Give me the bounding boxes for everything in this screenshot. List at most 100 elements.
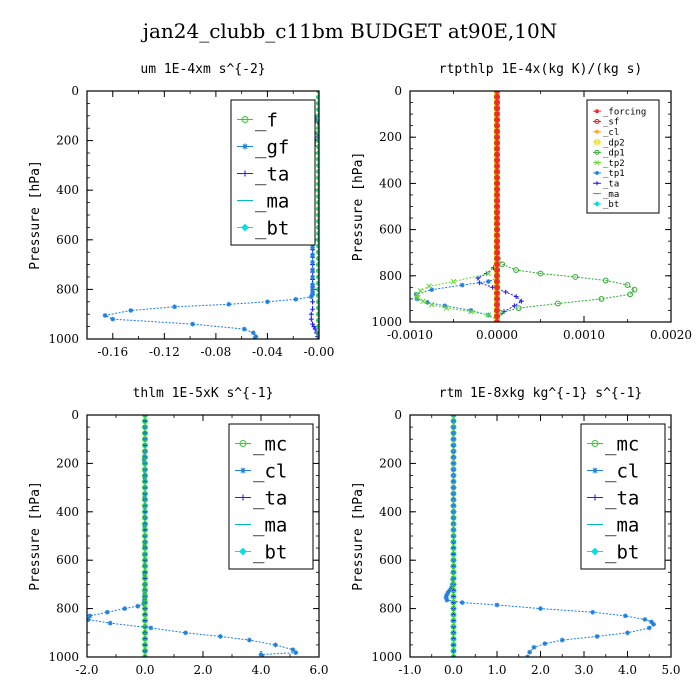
data-point xyxy=(316,106,319,113)
x-tick-label: 0.0020 xyxy=(650,328,692,342)
data-point xyxy=(310,244,315,250)
series-forcing xyxy=(494,91,500,322)
x-tick-label: -1.0 xyxy=(398,663,421,677)
data-point xyxy=(494,244,500,250)
data-point xyxy=(494,157,500,163)
data-point xyxy=(450,623,457,630)
data-point xyxy=(450,563,457,570)
panel-title: rtm 1E-8xkg kg^{-1} s^{-1} xyxy=(439,386,643,401)
y-tick-label: 600 xyxy=(56,233,79,247)
data-point xyxy=(104,609,110,615)
legend-label: _ma xyxy=(605,514,639,536)
x-tick-label: -0.16 xyxy=(97,345,128,359)
data-point xyxy=(494,284,500,290)
data-point xyxy=(316,311,319,318)
legend-label: _f xyxy=(255,109,278,131)
data-point xyxy=(494,313,500,319)
data-point xyxy=(443,595,449,601)
data-point xyxy=(494,261,500,267)
data-point xyxy=(475,275,481,281)
data-point xyxy=(327,123,332,128)
data-point xyxy=(142,460,148,467)
legend-label: _bt xyxy=(253,541,287,563)
data-point xyxy=(494,186,500,192)
data-point xyxy=(316,236,319,243)
data-point xyxy=(142,569,148,576)
series-group xyxy=(443,415,656,657)
data-point xyxy=(142,557,148,564)
legend-label: _ma xyxy=(255,190,289,212)
data-point xyxy=(142,545,148,551)
data-point xyxy=(450,545,457,551)
data-point xyxy=(494,117,500,123)
data-point xyxy=(451,418,456,424)
x-tick-label: 6.0 xyxy=(309,663,328,677)
legend-label: _gf xyxy=(255,136,289,158)
data-point xyxy=(494,152,500,157)
data-point xyxy=(142,454,148,461)
data-point xyxy=(513,294,519,299)
data-point xyxy=(450,557,457,564)
legend-label: _tp1 xyxy=(603,169,625,179)
data-point xyxy=(102,313,108,318)
legend-marker xyxy=(594,160,600,166)
series-group xyxy=(87,415,299,657)
data-point xyxy=(494,238,500,244)
x-tick-label: 0.0010 xyxy=(563,328,605,342)
y-tick-label: 800 xyxy=(56,282,79,296)
data-point xyxy=(316,131,319,138)
data-point xyxy=(447,588,452,593)
data-point xyxy=(594,634,600,639)
data-point xyxy=(451,485,456,490)
data-point xyxy=(316,119,319,125)
data-point xyxy=(450,472,457,479)
series-mc xyxy=(450,415,457,657)
data-point xyxy=(494,308,500,313)
data-point xyxy=(451,442,456,448)
data-point xyxy=(273,642,278,648)
data-point xyxy=(142,654,148,657)
data-point xyxy=(602,277,609,284)
data-point xyxy=(450,502,457,509)
data-point xyxy=(142,424,148,431)
legend-marker xyxy=(239,440,247,447)
data-point xyxy=(622,613,628,619)
legend-marker xyxy=(241,116,249,123)
data-point xyxy=(142,448,148,455)
data-point xyxy=(646,625,652,631)
data-point xyxy=(316,298,319,305)
data-point xyxy=(142,442,148,449)
chart-panel-1: um 1E-4xm s^{-2} Pressure [hPa] 0 200 400 600… xyxy=(28,62,334,359)
data-point xyxy=(451,436,456,442)
data-point xyxy=(310,289,315,295)
data-point xyxy=(316,261,319,268)
data-point xyxy=(627,291,634,298)
data-point xyxy=(172,304,178,310)
x-tick-label: 0.0 xyxy=(444,663,463,677)
data-point xyxy=(142,593,148,600)
data-point xyxy=(450,599,457,606)
data-point xyxy=(450,593,457,600)
data-point xyxy=(310,299,315,305)
legend-label: _ma xyxy=(603,190,619,200)
data-point xyxy=(444,597,450,603)
y-tick-label: 400 xyxy=(379,176,402,190)
data-point xyxy=(310,321,315,327)
data-point xyxy=(450,454,457,461)
data-point xyxy=(494,105,500,111)
legend-label: _cl xyxy=(605,460,639,482)
data-point xyxy=(451,461,456,466)
data-point xyxy=(494,129,500,134)
x-tick-label: 0.0000 xyxy=(476,328,518,342)
data-point xyxy=(142,635,148,642)
x-tick-label: -0.04 xyxy=(252,345,283,359)
legend-marker xyxy=(595,170,599,175)
data-point xyxy=(450,611,457,618)
data-point xyxy=(451,527,456,533)
data-point xyxy=(142,521,148,527)
data-point xyxy=(142,642,148,648)
data-point xyxy=(142,605,148,612)
data-point xyxy=(107,620,113,626)
data-point xyxy=(316,193,319,200)
